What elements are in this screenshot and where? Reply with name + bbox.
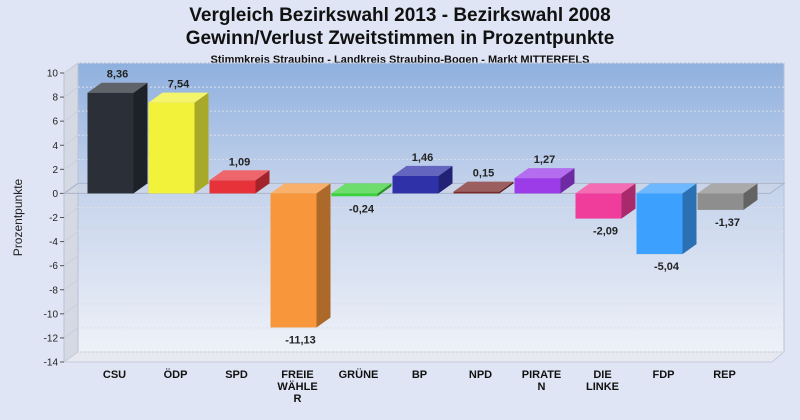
bar-side xyxy=(743,183,758,210)
x-tick-label: DIE LINKE xyxy=(586,369,619,393)
bar-side xyxy=(682,183,697,255)
data-label: -2,09 xyxy=(593,226,618,238)
gridline-side xyxy=(63,255,79,267)
bar-side xyxy=(621,183,636,219)
y-tick-label: 6 xyxy=(52,117,58,128)
y-tick-label: -8 xyxy=(49,285,58,296)
bar xyxy=(148,102,195,194)
bar-top xyxy=(209,170,270,181)
chart-title: Vergleich Bezirkswahl 2013 - Bezirkswahl… xyxy=(189,5,611,26)
x-tick-label: SPD xyxy=(225,369,248,381)
bar xyxy=(575,193,622,219)
bar-top xyxy=(453,181,514,192)
x-tick-label: REP xyxy=(713,369,736,381)
data-label: 0,15 xyxy=(473,168,494,180)
x-tick-label: NPD xyxy=(469,369,492,381)
gridline-side xyxy=(63,279,79,291)
gridline-side xyxy=(63,351,79,363)
x-tick-label: CSU xyxy=(103,369,126,381)
data-label: -11,13 xyxy=(285,334,316,346)
bar-side xyxy=(255,170,270,194)
chart-title-line2: Gewinn/Verlust Zweitstimmen in Prozentpu… xyxy=(185,28,615,49)
gridline-side xyxy=(63,110,79,122)
x-tick-label: PIRATE N xyxy=(522,369,562,393)
gridline-side xyxy=(63,86,79,98)
y-tick-label: -14 xyxy=(44,358,59,369)
bar-top xyxy=(697,183,758,194)
bar-top xyxy=(331,183,392,194)
data-label: -1,37 xyxy=(715,217,740,229)
bar xyxy=(270,193,317,328)
x-tick-label: ÖDP xyxy=(164,368,188,381)
bar-side xyxy=(560,168,575,194)
x-tick-label: GRÜNE xyxy=(339,368,379,381)
gridline-side xyxy=(63,327,79,339)
bar-side xyxy=(499,181,514,194)
y-tick-label: -12 xyxy=(44,333,59,344)
y-tick-label: -2 xyxy=(49,213,58,224)
bar-side xyxy=(133,82,148,194)
gridline-side xyxy=(63,134,79,146)
gridline-side xyxy=(63,303,79,315)
y-tick-label: 8 xyxy=(52,93,58,104)
bar-top xyxy=(148,92,209,103)
bar-top xyxy=(392,165,453,176)
y-tick-label: 2 xyxy=(52,165,58,176)
bar xyxy=(697,193,744,210)
y-tick-label: 0 xyxy=(52,189,58,200)
data-label: 1,27 xyxy=(534,154,555,166)
x-tick-label: FDP xyxy=(653,369,675,381)
bar xyxy=(636,193,683,255)
y-axis-label: Prozentpunkte xyxy=(11,178,25,256)
bar xyxy=(87,92,134,194)
bar xyxy=(331,193,378,197)
y-tick-label: 4 xyxy=(52,141,58,152)
bar-side xyxy=(316,183,331,328)
bar-top xyxy=(575,183,636,194)
data-label: 1,09 xyxy=(229,156,250,168)
bar xyxy=(453,191,500,194)
y-tick-label: 10 xyxy=(47,69,59,80)
bar xyxy=(392,175,439,194)
bar-top xyxy=(514,168,575,179)
bar-side xyxy=(194,92,209,194)
y-tick-label: -10 xyxy=(44,309,59,320)
gridline-side xyxy=(63,231,79,242)
data-label: 8,36 xyxy=(107,69,128,81)
bar-top xyxy=(636,183,697,194)
plot-floor xyxy=(62,351,786,363)
bar xyxy=(514,178,561,194)
y-tick-label: -4 xyxy=(49,237,58,248)
y-tick-label: -6 xyxy=(49,261,58,272)
x-tick-label: FREIE WÄHLE R xyxy=(277,369,317,405)
bar-side xyxy=(438,165,453,194)
gridline-side xyxy=(63,62,79,74)
data-label: 7,54 xyxy=(168,79,190,91)
bar-side xyxy=(377,183,392,197)
bar xyxy=(209,180,256,194)
plot-area: 10 8 6 4 2 0 -2 -4 -6 -8 -10 -12 -14 Prozentpunkte 8,3… xyxy=(11,62,786,405)
gridline-side xyxy=(63,207,79,218)
data-label: -5,04 xyxy=(654,261,680,273)
bar-top xyxy=(270,183,331,194)
gridline-side xyxy=(63,158,79,170)
data-label: 1,46 xyxy=(412,152,433,164)
data-label: -0,24 xyxy=(349,203,375,215)
x-tick-label: BP xyxy=(412,369,427,381)
bar-top xyxy=(87,82,148,93)
